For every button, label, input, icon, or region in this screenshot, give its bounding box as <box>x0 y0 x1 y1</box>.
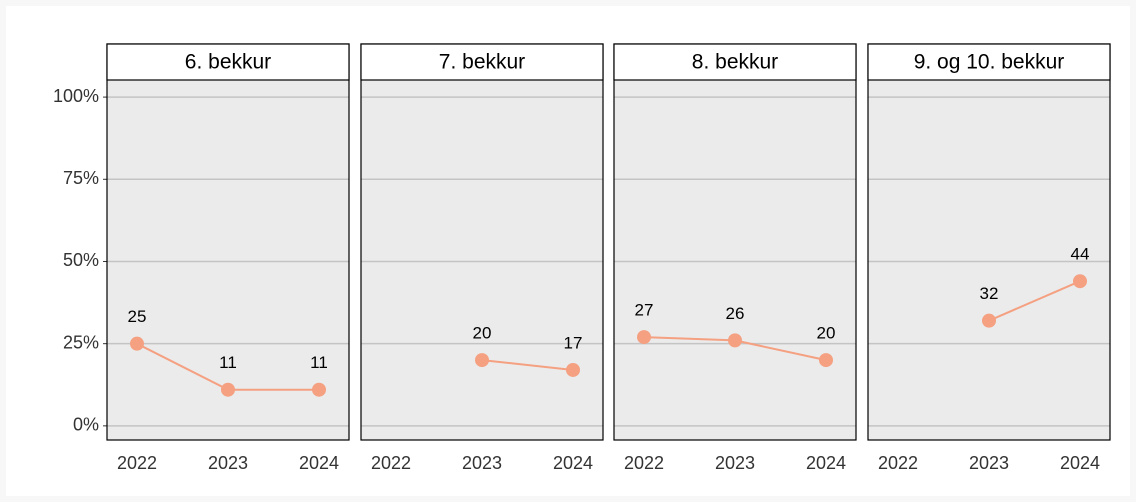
x-tick-label: 2022 <box>878 453 918 473</box>
x-tick-label: 2023 <box>715 453 755 473</box>
x-tick-label: 2023 <box>969 453 1009 473</box>
point <box>566 362 580 377</box>
y-tick-label: 25% <box>63 332 99 352</box>
strip <box>613 43 857 81</box>
y-tick-label: 50% <box>63 250 99 270</box>
point <box>130 336 144 351</box>
strip-title: 6. bekkur <box>185 51 271 74</box>
data-label: 20 <box>473 324 492 343</box>
strip <box>867 43 1111 81</box>
data-label: 11 <box>219 353 237 372</box>
x-tick-label: 2022 <box>117 453 157 473</box>
x-tick-label: 2022 <box>371 453 411 473</box>
data-label: 32 <box>980 284 999 303</box>
point <box>982 313 996 328</box>
data-label: 25 <box>128 307 147 326</box>
panel <box>107 80 349 440</box>
x-tick-label: 2024 <box>553 453 593 473</box>
point <box>221 382 235 397</box>
panel <box>614 80 856 440</box>
strip <box>106 43 350 81</box>
strip-title: 9. og 10. bekkur <box>914 51 1065 74</box>
x-tick-label: 2023 <box>462 453 502 473</box>
line <box>988 280 1081 322</box>
x-tick-label: 2024 <box>299 453 339 473</box>
point <box>1073 274 1087 289</box>
strip <box>360 43 604 81</box>
data-label: 17 <box>564 333 583 352</box>
data-label: 20 <box>817 324 836 343</box>
y-tick-label: 100% <box>53 86 99 106</box>
x-tick-label: 2024 <box>806 453 846 473</box>
data-label: 11 <box>310 353 328 372</box>
point <box>312 382 326 397</box>
data-label: 27 <box>635 301 654 320</box>
line <box>481 359 574 371</box>
panel <box>868 80 1110 440</box>
panel <box>361 80 603 440</box>
data-label: 44 <box>1071 245 1090 264</box>
point <box>819 353 833 368</box>
strip-title: 7. bekkur <box>439 51 525 74</box>
y-tick-label: 75% <box>63 168 99 188</box>
x-tick-label: 2022 <box>624 453 664 473</box>
x-tick-label: 2024 <box>1060 453 1100 473</box>
point <box>728 333 742 348</box>
strip-title: 8. bekkur <box>692 51 778 74</box>
data-label: 26 <box>726 304 745 323</box>
x-tick-label: 2023 <box>208 453 248 473</box>
point <box>637 330 651 345</box>
point <box>475 353 489 368</box>
y-tick-label: 0% <box>73 415 99 435</box>
